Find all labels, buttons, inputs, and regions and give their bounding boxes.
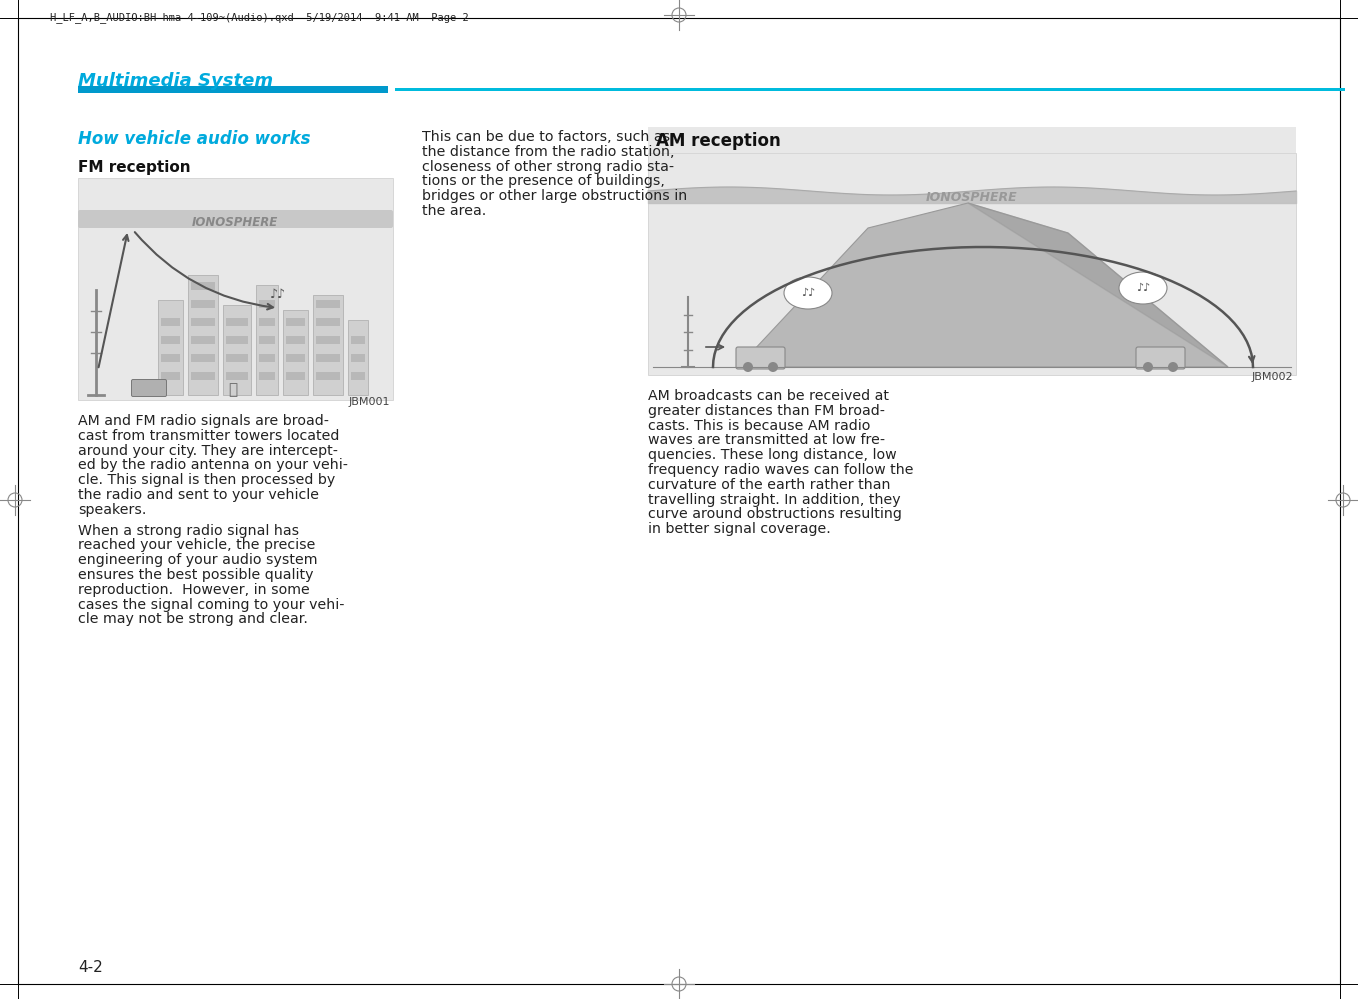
Bar [162, 318, 181, 326]
Bar [316, 336, 340, 344]
Text: cases the signal coming to your vehi-: cases the signal coming to your vehi- [77, 597, 345, 611]
Text: around your city. They are intercept-: around your city. They are intercept- [77, 444, 338, 458]
Text: 人: 人 [228, 382, 238, 397]
Polygon shape [968, 203, 1228, 367]
Text: 4-2: 4-2 [77, 960, 103, 975]
Text: AM and FM radio signals are broad-: AM and FM radio signals are broad- [77, 414, 329, 428]
Text: closeness of other strong radio sta-: closeness of other strong radio sta- [422, 160, 674, 174]
Bar [395, 88, 1344, 91]
Bar [648, 153, 1296, 375]
Bar [348, 320, 368, 395]
Bar [187, 275, 219, 395]
Text: speakers.: speakers. [77, 502, 147, 516]
Ellipse shape [1119, 272, 1167, 304]
Bar [316, 354, 340, 362]
Polygon shape [737, 203, 1228, 367]
Bar [191, 354, 215, 362]
Bar [259, 372, 276, 380]
Text: the distance from the radio station,: the distance from the radio station, [422, 145, 675, 159]
Circle shape [769, 362, 778, 372]
Text: quencies. These long distance, low: quencies. These long distance, low [648, 449, 896, 463]
Bar [257, 285, 278, 395]
Bar [191, 282, 215, 290]
Bar [316, 372, 340, 380]
Text: curvature of the earth rather than: curvature of the earth rather than [648, 478, 891, 492]
Bar [259, 318, 276, 326]
Bar [350, 336, 365, 344]
Text: the area.: the area. [422, 204, 486, 218]
FancyBboxPatch shape [1137, 347, 1186, 369]
Text: the radio and sent to your vehicle: the radio and sent to your vehicle [77, 488, 319, 502]
Text: cle. This signal is then processed by: cle. This signal is then processed by [77, 474, 335, 488]
Text: cast from transmitter towers located: cast from transmitter towers located [77, 429, 340, 443]
Text: ♪♪: ♪♪ [270, 288, 287, 301]
FancyBboxPatch shape [132, 380, 167, 397]
Text: bridges or other large obstructions in: bridges or other large obstructions in [422, 189, 687, 203]
FancyBboxPatch shape [77, 210, 392, 228]
Bar [191, 318, 215, 326]
Bar [312, 295, 344, 395]
Text: in better signal coverage.: in better signal coverage. [648, 522, 831, 536]
Text: casts. This is because AM radio: casts. This is because AM radio [648, 419, 870, 433]
Bar [282, 310, 308, 395]
Text: cle may not be strong and clear.: cle may not be strong and clear. [77, 612, 308, 626]
Text: IONOSPHERE: IONOSPHERE [191, 216, 278, 229]
Bar [350, 354, 365, 362]
Bar [158, 300, 183, 395]
Bar [225, 372, 249, 380]
Text: H_LF_A,B_AUDIO:BH hma 4-109~(Audio).qxd  5/19/2014  9:41 AM  Page 2: H_LF_A,B_AUDIO:BH hma 4-109~(Audio).qxd … [50, 12, 469, 23]
Circle shape [1168, 362, 1177, 372]
Text: curve around obstructions resulting: curve around obstructions resulting [648, 507, 902, 521]
Bar [225, 354, 249, 362]
Text: JBM001: JBM001 [349, 397, 390, 407]
Text: ed by the radio antenna on your vehi-: ed by the radio antenna on your vehi- [77, 459, 348, 473]
Bar [191, 336, 215, 344]
Text: travelling straight. In addition, they: travelling straight. In addition, they [648, 493, 900, 506]
Bar [162, 336, 181, 344]
Bar [162, 354, 181, 362]
Bar [316, 318, 340, 326]
Text: greater distances than FM broad-: greater distances than FM broad- [648, 404, 885, 418]
Bar [316, 300, 340, 308]
Text: reached your vehicle, the precise: reached your vehicle, the precise [77, 538, 315, 552]
Ellipse shape [784, 277, 832, 309]
Bar [648, 127, 1296, 153]
Bar [225, 336, 249, 344]
Text: AM reception: AM reception [656, 132, 781, 150]
Bar [225, 318, 249, 326]
FancyBboxPatch shape [736, 347, 785, 369]
Bar [259, 300, 276, 308]
Text: frequency radio waves can follow the: frequency radio waves can follow the [648, 463, 914, 477]
Text: When a strong radio signal has: When a strong radio signal has [77, 523, 299, 537]
Circle shape [743, 362, 752, 372]
Text: JBM002: JBM002 [1251, 372, 1293, 382]
Bar [223, 305, 251, 395]
Bar [287, 372, 306, 380]
Bar [77, 86, 388, 93]
Bar [259, 336, 276, 344]
Bar [287, 318, 306, 326]
Text: How vehicle audio works: How vehicle audio works [77, 130, 311, 148]
Circle shape [1143, 362, 1153, 372]
Text: Multimedia System: Multimedia System [77, 72, 273, 90]
Bar [162, 372, 181, 380]
Text: ♪♪: ♪♪ [801, 288, 815, 298]
Text: ♪♪: ♪♪ [1135, 283, 1150, 293]
Bar [350, 372, 365, 380]
Text: FM reception: FM reception [77, 160, 190, 175]
Text: engineering of your audio system: engineering of your audio system [77, 553, 318, 567]
Text: waves are transmitted at low fre-: waves are transmitted at low fre- [648, 434, 885, 448]
Bar [259, 354, 276, 362]
Text: ensures the best possible quality: ensures the best possible quality [77, 568, 314, 582]
Bar [287, 336, 306, 344]
Text: tions or the presence of buildings,: tions or the presence of buildings, [422, 175, 665, 189]
Text: AM broadcasts can be received at: AM broadcasts can be received at [648, 389, 889, 403]
Text: This can be due to factors, such as: This can be due to factors, such as [422, 130, 669, 144]
Bar [77, 178, 392, 400]
Bar [191, 372, 215, 380]
Bar [287, 354, 306, 362]
Bar [191, 300, 215, 308]
Text: reproduction.  However, in some: reproduction. However, in some [77, 582, 310, 596]
Text: IONOSPHERE: IONOSPHERE [926, 191, 1017, 204]
